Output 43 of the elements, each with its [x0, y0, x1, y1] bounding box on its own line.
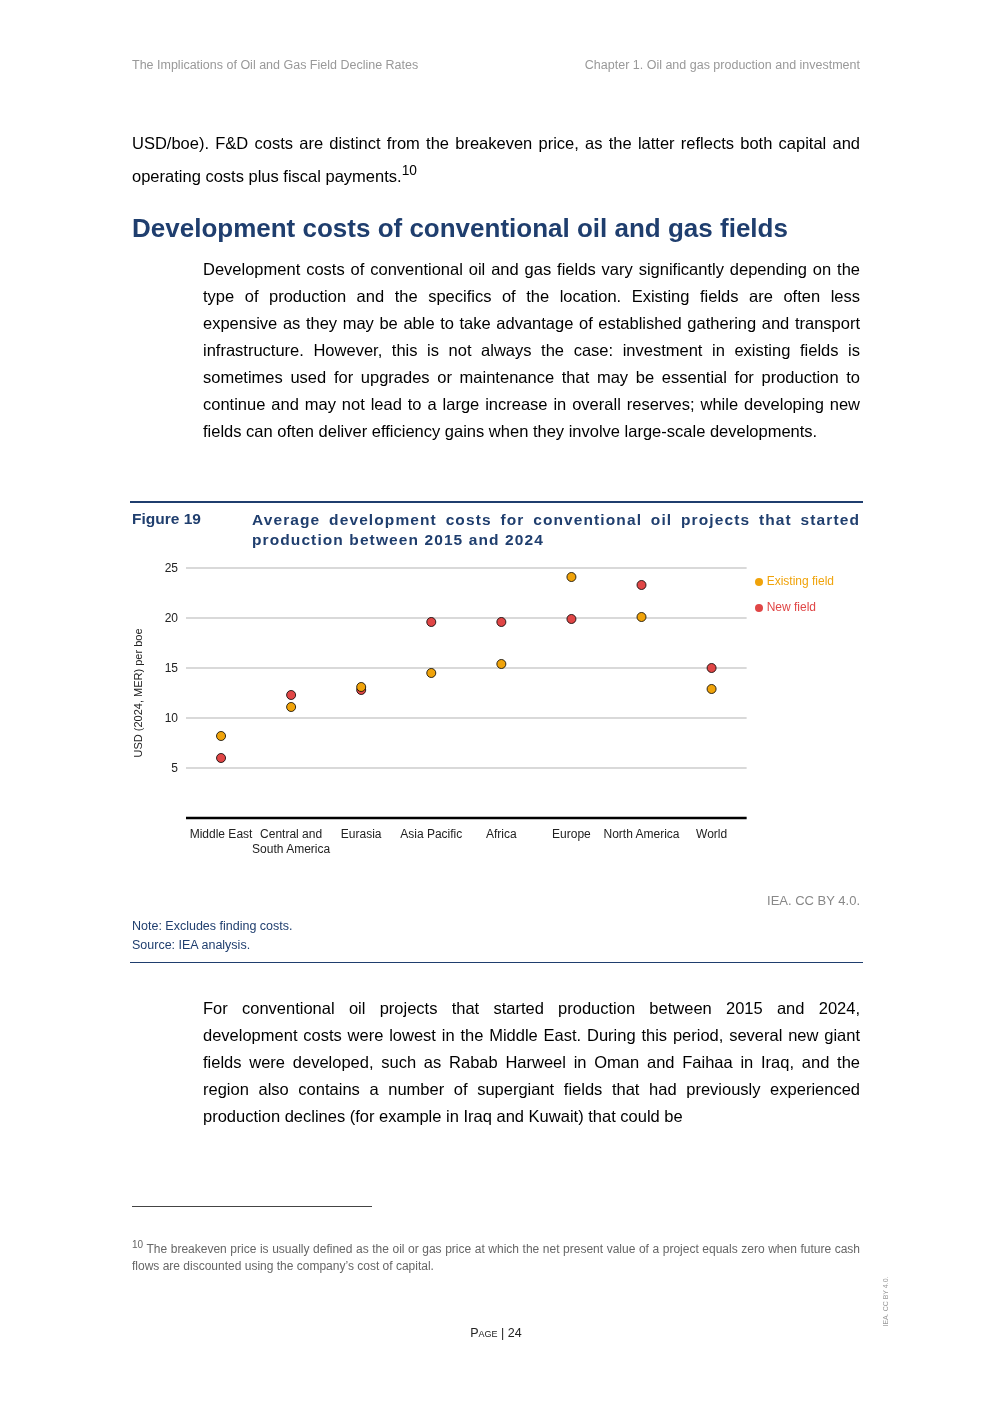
text: USD/boe). F&D costs are distinct from the breakeven price, as the latter reflects both capital and operating costs plus fiscal payments.$^{10}$: [132, 133, 860, 187]
y-tick-label: 25: [164, 561, 179, 576]
x-tick-label: North America: [603, 827, 680, 841]
text: $^{10}$ The breakeven price is usually defined as the oil or gas price at which the net present value of a project equals zero when future cash flows are discounted using the company’s cost of capital.: [132, 1238, 860, 1275]
point: [426, 617, 437, 627]
point: [636, 580, 647, 590]
caption: Figure 19: [132, 510, 201, 528]
y-tick-label: 5: [171, 761, 179, 776]
point: [496, 617, 507, 627]
text: Development costs of conventional oil and gas fields vary significantly depending on the type of production and the specifics of the location. Existing fields are often less expensive as they may be able to take advantage of established gathering and transport infrastructure. However, this is not always the case: investment in existing fields is sometimes used for upgrades or maintenance that may be essential for production to continue and may not lead to a large increase in overall reserves; while developing new fields can often deliver efficiency gains when they involve large-scale developments.: [203, 259, 860, 442]
point: [216, 753, 226, 763]
text: Note: Excludes finding costs.: [132, 919, 293, 933]
text: Chapter 1. Oil and gas production and investment: [584, 58, 860, 72]
x-tick-label: Middle East: [189, 827, 254, 841]
y-axis-title: USD (2024, MER) per boe: [131, 628, 144, 758]
x-tick-label: World: [696, 827, 728, 841]
point: [706, 663, 717, 673]
x-tick-label: Africa: [486, 827, 518, 841]
point: [286, 702, 297, 712]
point: [496, 659, 507, 669]
source-note: Source: IEA analysis.: [132, 938, 251, 952]
legend-label: Existing field: [766, 574, 834, 588]
point: [426, 668, 437, 678]
text: Development costs of conventional oil and gas fields: [132, 213, 788, 244]
chart-title: Average development costs for conventional oil projects that started production between 2015 and 2024: [252, 510, 860, 550]
point: [216, 731, 226, 741]
point: [286, 690, 297, 700]
y-tick-label: 10: [164, 711, 179, 726]
text: For conventional oil projects that started production between 2015 and 2024, development costs were lowest in the Middle East. During this period, several new giant fields were developed, such as Rabab Harweel in Oman and Faihaa in Iraq, and the region also contains a number of supergiant fields that had previously experienced production declines (for example in Iraq and Kuwait) that could be: [203, 998, 860, 1127]
text: The Implications of Oil and Gas Field Decline Rates: [132, 58, 419, 72]
x-tick-label: Central and South America: [252, 827, 331, 856]
text: Page | 24: [469, 1326, 523, 1340]
legend-label: New field: [766, 600, 816, 614]
point: [566, 572, 577, 582]
point: [706, 684, 717, 694]
point: [566, 614, 577, 624]
point: [636, 612, 647, 622]
x-tick-label: Eurasia: [340, 827, 382, 841]
y-tick-label: 15: [164, 661, 179, 676]
x-tick-label: Europe: [552, 827, 592, 841]
y-tick-label: 20: [164, 611, 179, 626]
x-tick-label: Asia Pacific: [400, 827, 463, 841]
text: IEA. CC BY 4.0.: [767, 893, 860, 908]
